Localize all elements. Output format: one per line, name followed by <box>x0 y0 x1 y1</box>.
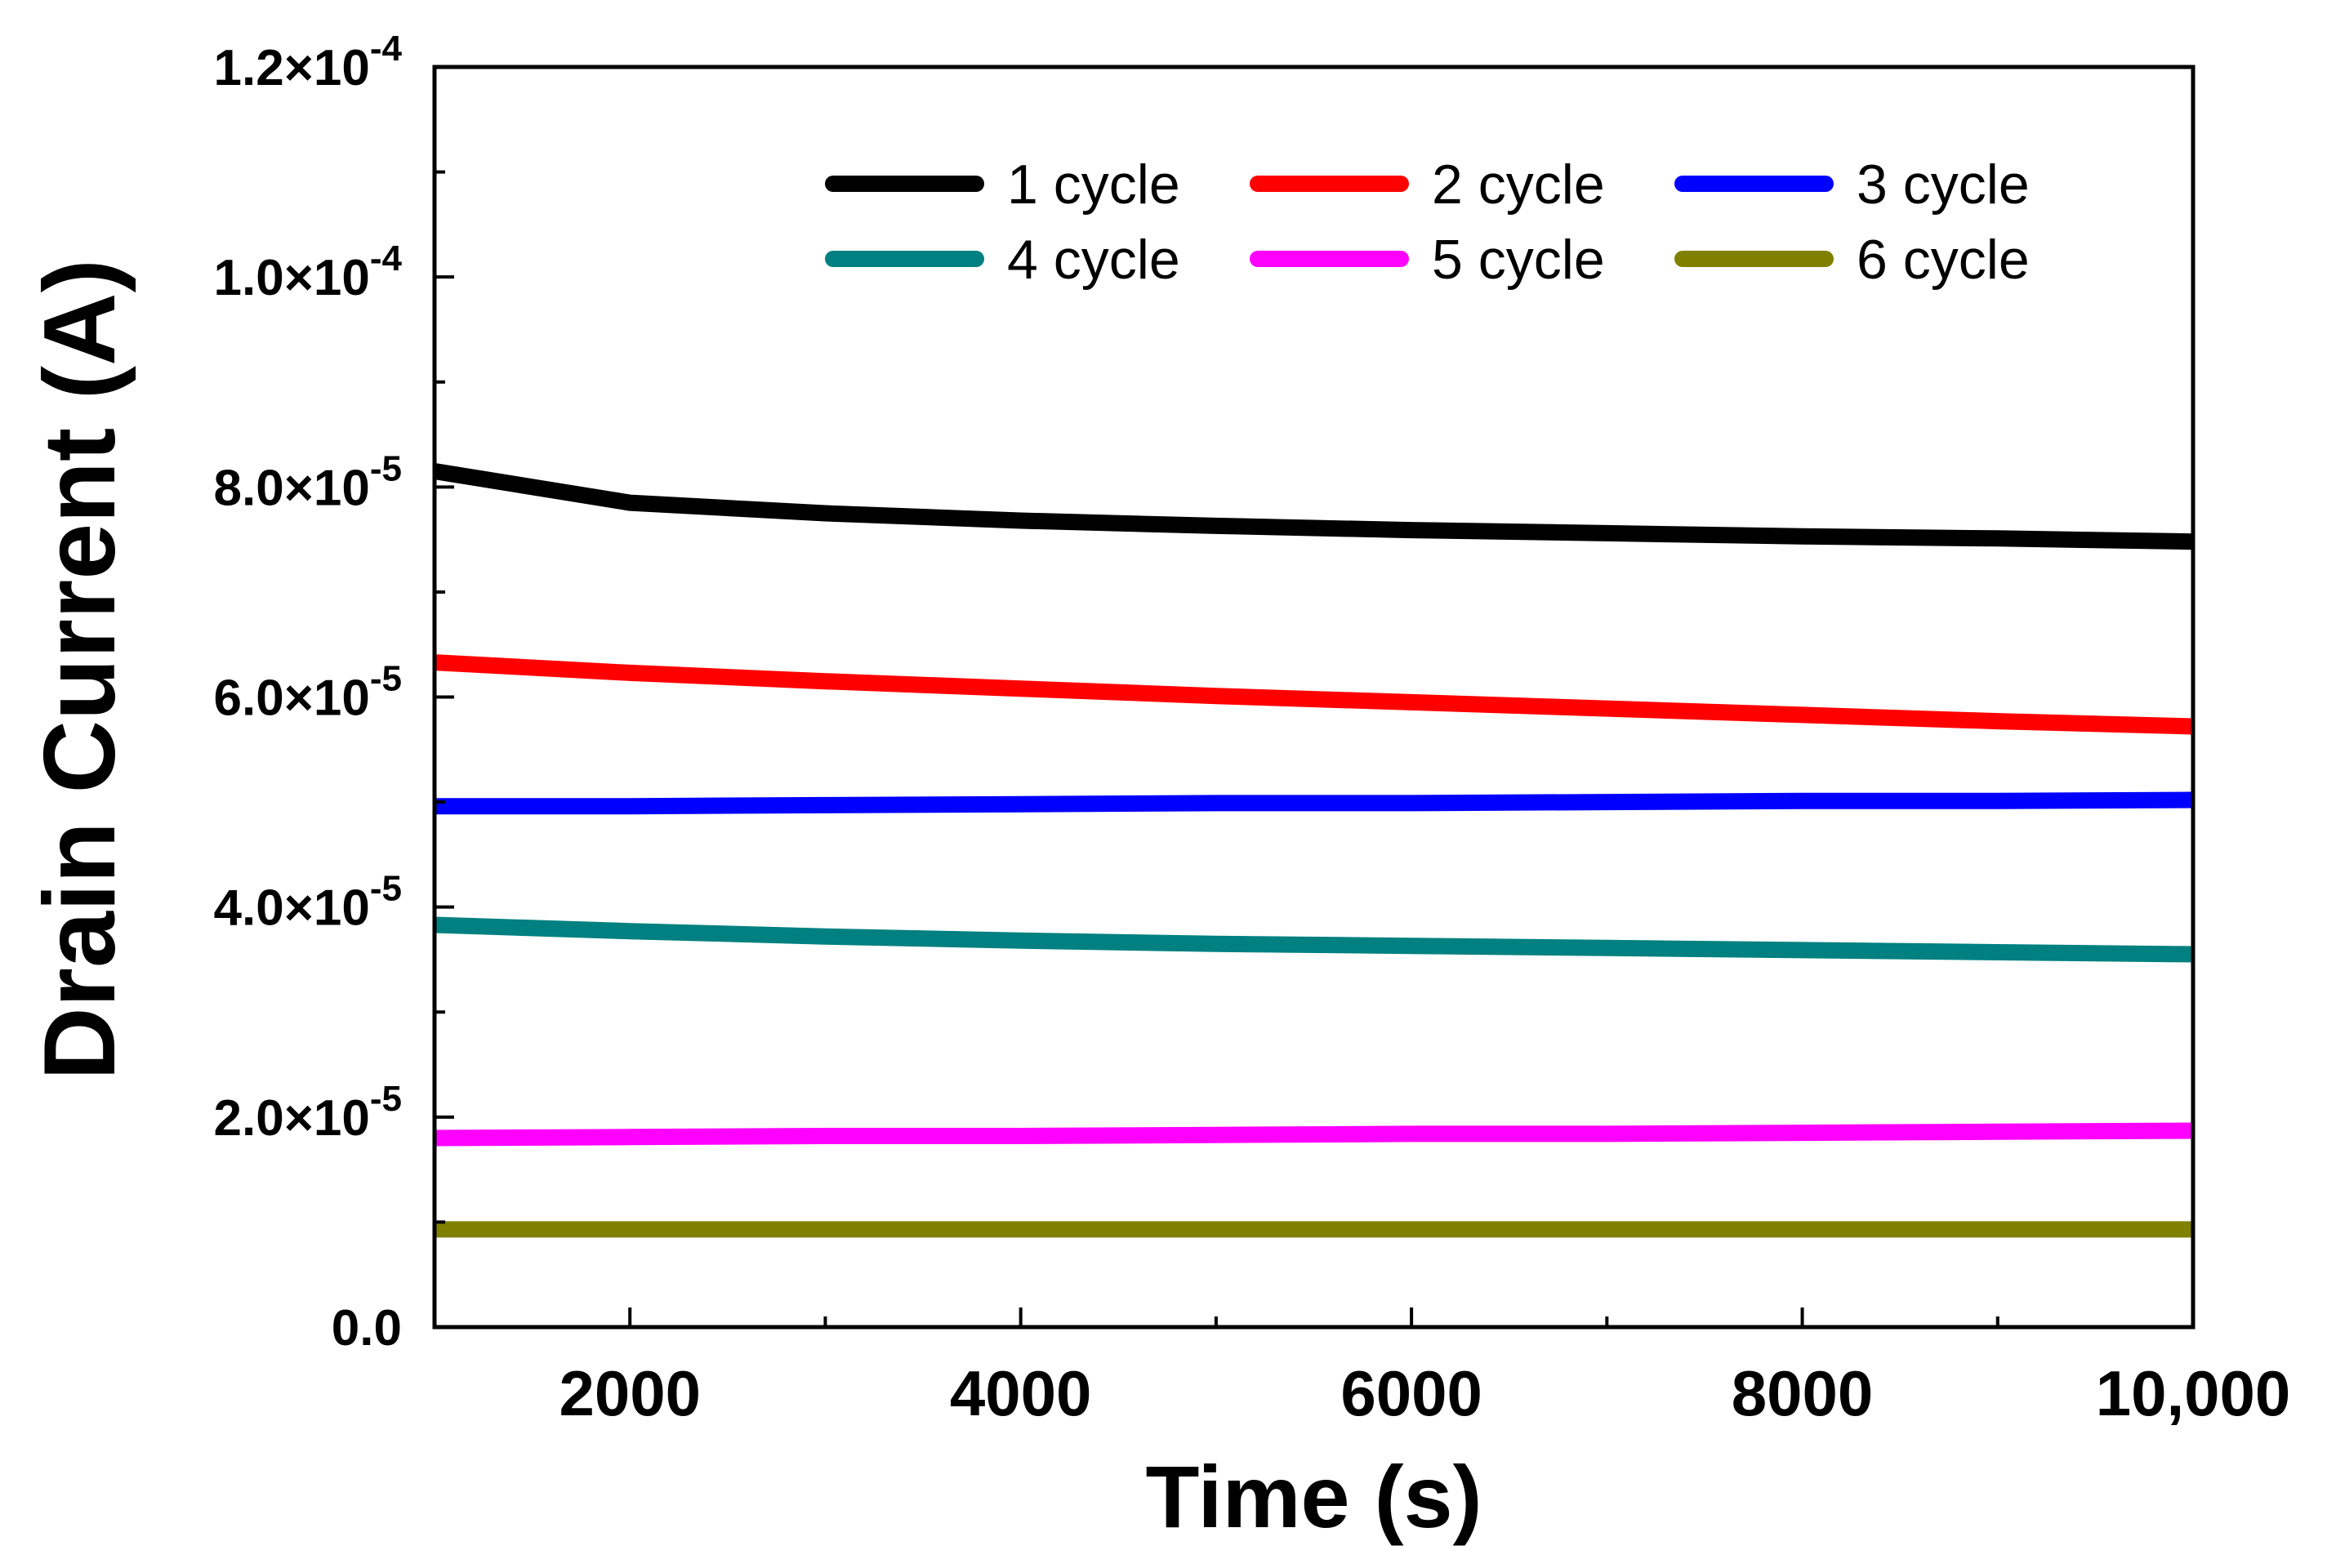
x-tick-label: 10,000 <box>2096 1357 2291 1429</box>
y-tick-label: 2.0×10-5 <box>214 1079 402 1147</box>
legend-label-4: 4 cycle <box>1007 229 1180 291</box>
series-line-1 <box>433 463 2194 550</box>
x-tick-label: 2000 <box>559 1357 701 1429</box>
y-tick-label: 8.0×10-5 <box>214 448 402 516</box>
x-tick-label: 6000 <box>1340 1357 1482 1429</box>
series-line-4 <box>434 916 2194 963</box>
series-layer <box>433 463 2194 1238</box>
series-line-3 <box>435 791 2194 815</box>
y-tick-label: 1.0×10-4 <box>214 238 403 306</box>
legend-label-2: 2 cycle <box>1432 154 1605 216</box>
y-tick-label: 4.0×10-5 <box>214 869 402 937</box>
y-tick-label: 6.0×10-5 <box>214 659 402 727</box>
series-line-2 <box>434 654 2194 735</box>
legend-label-1: 1 cycle <box>1007 154 1180 216</box>
y-tick-label: 0.0 <box>332 1300 402 1356</box>
legend-label-3: 3 cycle <box>1857 154 2030 216</box>
y-axis-title: Drain Current (A) <box>24 259 136 1080</box>
x-tick-label: 8000 <box>1732 1357 1874 1429</box>
x-axis-title: Time (s) <box>1145 1447 1482 1546</box>
x-tick-label: 4000 <box>950 1357 1092 1429</box>
y-tick-label: 1.2×10-4 <box>214 29 403 96</box>
series-line-5 <box>434 1122 2194 1147</box>
legend: 1 cycle 2 cycle 3 cycle 4 cycle 5 cycle 6 cyc… <box>825 154 2030 291</box>
legend-label-6: 6 cycle <box>1857 229 2030 291</box>
ticks-layer: 2000 4000 6000 8000 10,000 0.0 2.0×10-5 4.0×10-… <box>214 29 2291 1429</box>
legend-label-5: 5 cycle <box>1432 229 1605 291</box>
